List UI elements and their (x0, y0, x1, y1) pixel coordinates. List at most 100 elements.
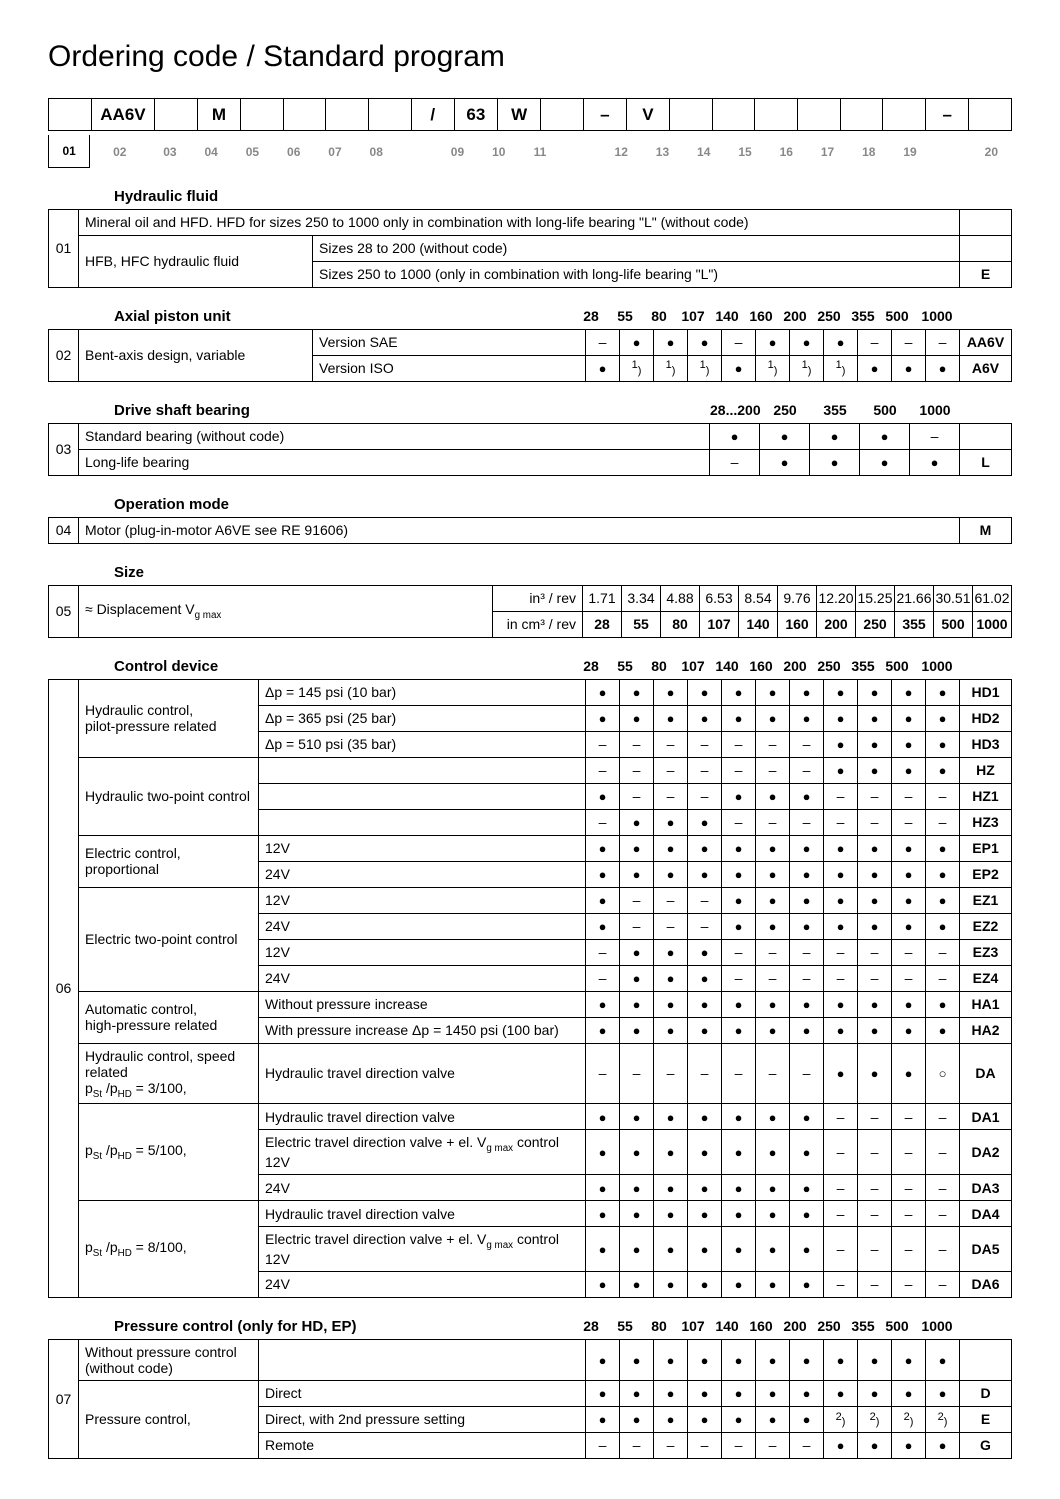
availability-cell (756, 1130, 790, 1175)
availability-cell (722, 1104, 756, 1130)
availability-cell (892, 705, 926, 731)
availability-cell (688, 887, 722, 913)
code-cell: HD2 (960, 705, 1012, 731)
code-cell: HA2 (960, 1017, 1012, 1043)
availability-cell (586, 1017, 620, 1043)
s02-desc: Bent-axis design, variable (79, 329, 313, 381)
row-label: Pressure control, (79, 1380, 259, 1458)
availability-cell (756, 1339, 790, 1380)
availability-cell (722, 939, 756, 965)
availability-cell (688, 1175, 722, 1201)
row-desc: Remote (259, 1432, 586, 1458)
availability-cell (688, 1339, 722, 1380)
availability-cell (586, 1339, 620, 1380)
availability-cell (722, 1432, 756, 1458)
availability-cell (858, 783, 892, 809)
s01-r2b: Sizes 28 to 200 (without code) (313, 235, 960, 261)
availability-cell (586, 809, 620, 835)
availability-cell (654, 1406, 688, 1432)
row-desc: Direct, with 2nd pressure setting (259, 1406, 586, 1432)
availability-cell (586, 783, 620, 809)
availability-cell (892, 809, 926, 835)
availability-cell (926, 1175, 960, 1201)
availability-cell (722, 705, 756, 731)
availability-cell (688, 1432, 722, 1458)
availability-cell (824, 939, 858, 965)
row-desc: 24V (259, 913, 586, 939)
availability-cell (824, 1339, 858, 1380)
availability-cell (756, 1017, 790, 1043)
code-cell: DA5 (960, 1227, 1012, 1272)
availability-cell (688, 1271, 722, 1297)
availability-cell (790, 1201, 824, 1227)
availability-cell (926, 939, 960, 965)
availability-cell (688, 783, 722, 809)
availability-cell (688, 1227, 722, 1272)
availability-cell (892, 887, 926, 913)
code-cell: HD3 (960, 731, 1012, 757)
code-cell: DA6 (960, 1271, 1012, 1297)
availability-cell (620, 939, 654, 965)
code-cell: EZ4 (960, 965, 1012, 991)
availability-cell (756, 1175, 790, 1201)
availability-cell (722, 1130, 756, 1175)
availability-cell (756, 1406, 790, 1432)
code-cell: EZ3 (960, 939, 1012, 965)
availability-cell (654, 1227, 688, 1272)
row-desc (259, 783, 586, 809)
section-02: Axial piston unit 2855801071401602002503… (48, 308, 1012, 382)
availability-cell (586, 1380, 620, 1406)
availability-cell (688, 1380, 722, 1406)
availability-cell (620, 1130, 654, 1175)
availability-cell (824, 1201, 858, 1227)
code-cell: HZ1 (960, 783, 1012, 809)
availability-cell (926, 1043, 960, 1104)
availability-cell (688, 809, 722, 835)
code-cell: EZ1 (960, 887, 1012, 913)
availability-cell (858, 705, 892, 731)
availability-cell (688, 939, 722, 965)
s05-u2: in cm³ / rev (493, 611, 583, 637)
availability-cell (824, 1043, 858, 1104)
availability-cell (586, 1406, 620, 1432)
row-label: pSt /pHD = 8/100, (79, 1201, 259, 1298)
availability-cell (586, 1130, 620, 1175)
availability-cell (858, 861, 892, 887)
availability-cell (722, 757, 756, 783)
row-desc: With pressure increase Δp = 1450 psi (10… (259, 1017, 586, 1043)
availability-cell (722, 991, 756, 1017)
page-title: Ordering code / Standard program (48, 40, 1012, 74)
availability-cell (926, 1130, 960, 1175)
availability-cell (620, 861, 654, 887)
code-cell: DA4 (960, 1201, 1012, 1227)
availability-cell (892, 965, 926, 991)
availability-cell (824, 1017, 858, 1043)
availability-cell (926, 1406, 960, 1432)
availability-cell (620, 1043, 654, 1104)
availability-cell (756, 1104, 790, 1130)
availability-cell (620, 1432, 654, 1458)
availability-cell (722, 679, 756, 705)
row-desc: Electric travel direction valve + el. Vg… (259, 1130, 586, 1175)
s01-r1: Mineral oil and HFD. HFD for sizes 250 t… (79, 209, 960, 235)
availability-cell (756, 1432, 790, 1458)
availability-cell (722, 1406, 756, 1432)
availability-cell (654, 1201, 688, 1227)
availability-cell (892, 757, 926, 783)
availability-cell (926, 809, 960, 835)
availability-cell (858, 1432, 892, 1458)
availability-cell (790, 861, 824, 887)
availability-cell (586, 731, 620, 757)
section-05: Size 05≈ Displacement Vg max in³ / rev 1… (48, 564, 1012, 638)
availability-cell (586, 1043, 620, 1104)
availability-cell (858, 679, 892, 705)
availability-cell (858, 1017, 892, 1043)
s01-r2a: HFB, HFC hydraulic fluid (79, 235, 313, 287)
availability-cell (722, 1017, 756, 1043)
availability-cell (756, 1271, 790, 1297)
availability-cell (790, 913, 824, 939)
availability-cell (790, 1271, 824, 1297)
code-cell: HZ3 (960, 809, 1012, 835)
availability-cell (858, 887, 892, 913)
availability-cell (824, 835, 858, 861)
